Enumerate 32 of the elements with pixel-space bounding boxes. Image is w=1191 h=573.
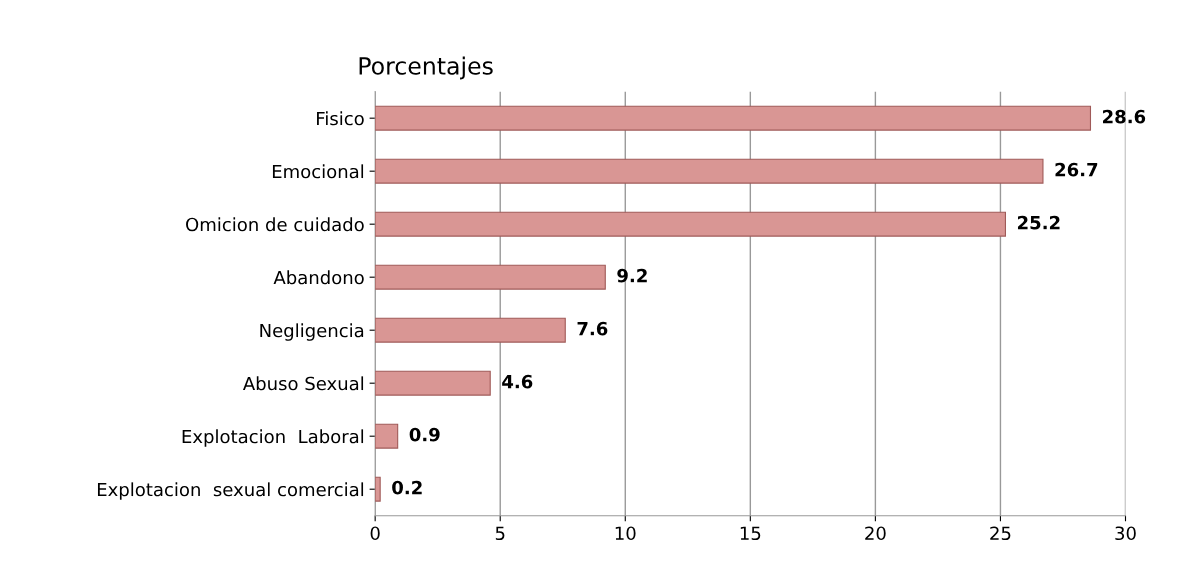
- bar: [375, 370, 491, 396]
- bar: [375, 158, 1044, 184]
- x-tick-label: 10: [615, 526, 636, 541]
- data-label: 26.7: [1055, 162, 1098, 177]
- y-tick-label: Abuso Sexual: [242, 376, 364, 391]
- y-tick-label: Emocional: [272, 164, 364, 179]
- y-tick-label: Omicion de cuidado: [186, 217, 364, 232]
- x-tick-label: 20: [865, 526, 886, 541]
- bar: [375, 211, 1006, 237]
- data-label: 7.6: [577, 321, 608, 336]
- data-label: 0.9: [409, 427, 440, 442]
- data-label: 28.6: [1103, 109, 1146, 124]
- bar: [375, 105, 1092, 131]
- x-tick-label: 0: [370, 526, 380, 541]
- bar: [375, 264, 606, 290]
- x-tick-label: 5: [495, 526, 505, 541]
- y-tick-label: Explotacion sexual comercial: [97, 482, 364, 500]
- y-tick-label: Abandono: [273, 270, 364, 285]
- data-label: 25.2: [1017, 215, 1060, 230]
- data-label: 0.2: [392, 480, 422, 495]
- x-tick-label: 30: [1115, 526, 1136, 541]
- bar: [375, 317, 566, 343]
- y-tick-label: Negligencia: [260, 323, 364, 341]
- y-tick-label: Explotacion Laboral: [182, 429, 364, 447]
- x-tick-label: 25: [990, 526, 1011, 541]
- y-tick-label: Fisico: [317, 111, 364, 126]
- data-label: 9.2: [617, 268, 647, 283]
- x-tick-label: 15: [740, 526, 761, 541]
- data-label: 4.6: [502, 374, 533, 389]
- bar: [375, 476, 381, 502]
- bar: [375, 423, 399, 449]
- chart-title: Porcentajes: [359, 56, 493, 80]
